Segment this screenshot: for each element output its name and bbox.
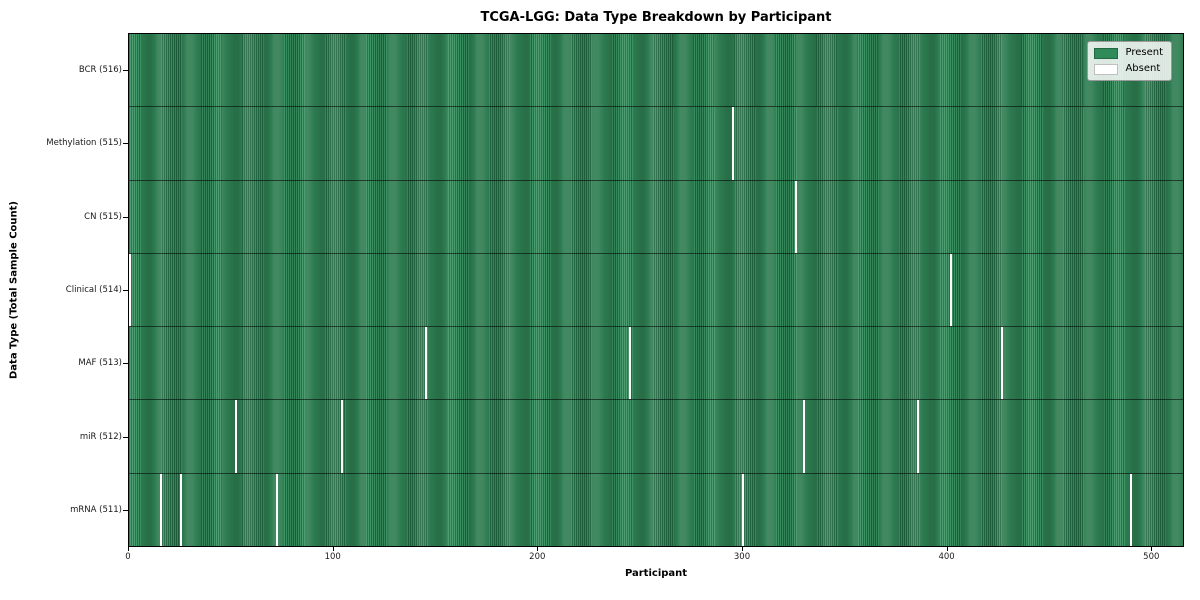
y-tick	[123, 363, 128, 365]
absent-stripe	[425, 327, 428, 400]
y-tick	[123, 290, 128, 291]
absent-stripe	[950, 253, 953, 327]
heatmap-row-mrna	[129, 472, 1183, 546]
absent-stripe	[629, 327, 632, 400]
y-tick-label-maf: MAF (513)	[78, 358, 122, 369]
absent-stripe	[341, 400, 344, 473]
heatmap-row-cn	[129, 179, 1183, 253]
x-tick	[946, 547, 948, 551]
y-tick	[123, 216, 128, 218]
absent-stripe	[1129, 473, 1132, 546]
legend-label: Absent	[1125, 63, 1161, 74]
absent-stripe	[741, 473, 744, 546]
absent-stripe	[276, 473, 279, 546]
heatmap-row-methylation	[129, 106, 1183, 180]
chart-title: TCGA-LGG: Data Type Breakdown by Partici…	[480, 10, 832, 25]
absent-stripe	[917, 400, 920, 473]
x-axis-label: Participant	[624, 568, 688, 579]
absent-stripe	[180, 473, 183, 546]
y-tick-label-mrna: mRNA (511)	[70, 505, 122, 516]
absent-stripe	[731, 107, 734, 180]
x-tick-label: 400	[938, 552, 955, 562]
plot-area: Present Absent	[128, 33, 1184, 547]
legend-label: Present	[1125, 47, 1163, 58]
x-tick	[537, 547, 539, 551]
x-tick-label: 500	[1143, 552, 1160, 562]
absent-stripe	[1001, 327, 1004, 400]
x-tick	[742, 547, 743, 551]
x-tick	[1151, 547, 1153, 551]
absent-stripe	[803, 400, 806, 473]
legend: Present Absent	[1087, 41, 1172, 81]
heatmap-row-maf	[129, 326, 1183, 400]
heatmap-row-bcr	[129, 34, 1183, 107]
y-tick	[123, 143, 128, 145]
absent-stripe	[129, 253, 132, 327]
x-tick-label: 100	[324, 552, 341, 562]
y-tick-label-methylation: Methylation (515)	[46, 138, 122, 149]
legend-swatch-present	[1094, 47, 1119, 59]
absent-stripe	[235, 400, 238, 473]
legend-swatch-absent	[1094, 63, 1119, 75]
heatmap-row-clinical	[129, 252, 1183, 327]
heatmap-row-mir	[129, 399, 1183, 473]
y-tick	[123, 510, 128, 512]
x-tick-label: 300	[733, 552, 751, 562]
legend-entry-absent: Absent	[1094, 63, 1163, 75]
x-tick	[128, 547, 129, 551]
y-tick-label-bcr: BCR (516)	[78, 64, 122, 75]
x-tick	[332, 547, 334, 551]
y-tick-label-mir: miR (512)	[79, 431, 122, 442]
legend-entry-present: Present	[1094, 47, 1163, 59]
y-tick-label-clinical: Clinical (514)	[65, 285, 122, 295]
absent-stripe	[794, 180, 797, 253]
x-tick-label: 200	[529, 552, 546, 562]
x-tick-label: 0	[125, 552, 131, 562]
absent-stripe	[159, 473, 162, 546]
y-tick	[123, 69, 128, 71]
y-tick-label-cn: CN (515)	[84, 211, 122, 222]
y-tick	[123, 436, 128, 438]
